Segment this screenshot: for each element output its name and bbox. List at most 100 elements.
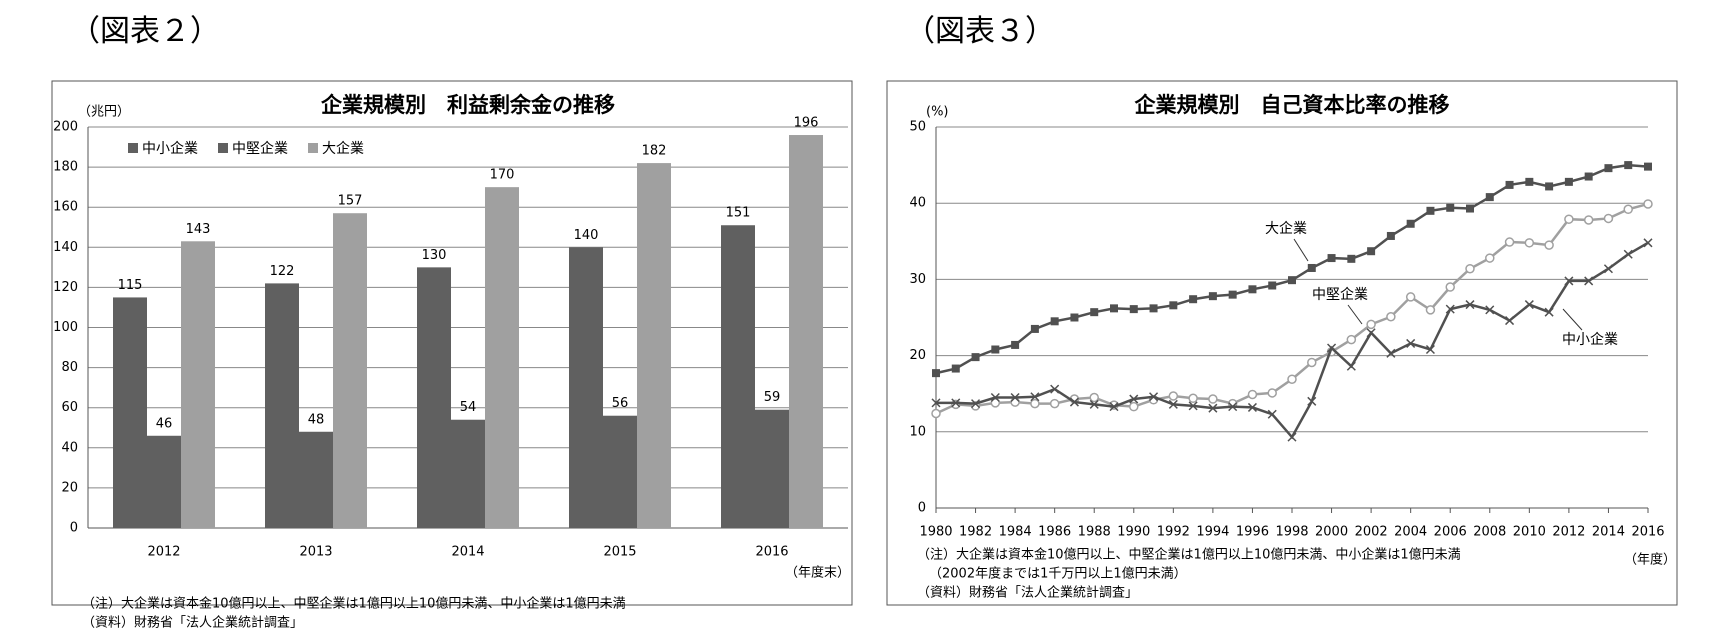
marker [1465,300,1475,310]
marker [1505,316,1515,326]
marker [1208,292,1217,301]
chart-frame [886,80,1678,606]
marker [1623,249,1633,259]
marker [1545,182,1554,191]
bar [147,435,181,528]
x-tick-label: 1984 [999,525,1032,540]
annotation-arrow [1562,308,1583,331]
marker [951,364,960,373]
bar [333,213,367,528]
marker [1168,391,1179,401]
marker [1050,384,1060,394]
marker [1110,304,1118,313]
bar [265,283,299,528]
legend-label: 大企業 [322,140,364,157]
x-tick-label: 2014 [1592,525,1625,540]
data-label: 46 [156,416,173,431]
marker [1643,238,1653,248]
y-tick-label: 40 [61,440,78,455]
marker [1544,240,1554,250]
series-line [936,241,1649,440]
x-tick-label: 1994 [1196,525,1229,540]
note: （資料）財務省「法人企業統計調査」 [82,615,303,631]
marker [1327,254,1336,263]
marker [1069,397,1079,407]
marker [1129,401,1139,412]
data-label: 143 [186,222,211,237]
marker [1050,317,1059,326]
x-tick-label: 1998 [1275,525,1308,540]
marker [1366,328,1376,338]
marker [1425,344,1435,355]
marker [1070,313,1079,322]
marker [1228,290,1237,299]
y-tick-label: 60 [61,400,78,415]
y-tick-label: 40 [909,196,926,211]
x-tick-label: 1982 [959,525,992,540]
bar [637,163,671,528]
legend-swatch [308,143,318,153]
y-tick-label: 20 [61,480,78,495]
marker [1603,264,1613,274]
marker [1267,388,1277,398]
annotation-arrow [1347,304,1363,325]
y-tick-label: 180 [53,160,78,175]
marker [1406,338,1416,348]
data-label: 54 [460,400,477,415]
marker [1544,307,1554,317]
marker [1524,300,1534,310]
x-tick-label: 2004 [1394,525,1427,540]
marker [1406,219,1415,228]
marker [1584,172,1593,181]
x-tick-label: 2012 [1552,525,1585,540]
marker [1307,396,1317,406]
marker [1030,392,1040,402]
x-tick-label: 2002 [1355,525,1388,540]
marker [1485,253,1495,263]
marker [1089,392,1099,403]
data-label: 170 [490,168,515,183]
note: （2002年度までは1千万円以上1億円未満） [929,566,1187,582]
x-tick-label: 2010 [1513,525,1546,540]
marker [1327,343,1337,353]
chart-title: 企業規模別 自己資本比率の推移 [1134,93,1450,117]
marker [1287,432,1297,442]
data-label: 140 [574,228,599,243]
marker [1129,305,1138,314]
marker [1564,276,1574,286]
note: （資料）財務省「法人企業統計調査」 [917,585,1138,601]
marker [1644,162,1652,171]
marker [1030,324,1039,333]
x-tick-label: 1992 [1157,525,1190,540]
bar [755,409,789,528]
marker [1425,305,1436,315]
x-tick-label: 1996 [1236,525,1269,540]
marker [1386,348,1396,358]
marker [1584,276,1594,286]
y-tick-label: 140 [53,240,78,255]
y-tick-label: 30 [909,272,926,287]
marker [1247,402,1257,412]
marker [1129,394,1139,404]
marker [1465,263,1475,274]
data-label: 59 [764,390,781,405]
marker [932,369,940,378]
x-tick-label: 1988 [1078,525,1111,540]
marker [1208,394,1218,404]
bar [181,241,215,528]
marker [1643,199,1653,209]
y-tick-label: 50 [909,120,926,135]
data-label: 182 [642,144,667,159]
marker [1485,193,1494,202]
x-tick-label: 1980 [919,525,952,540]
marker [951,398,961,408]
x-tick-label: 2008 [1473,525,1506,540]
x-tick-label: 1990 [1117,525,1150,540]
marker [1524,238,1535,248]
marker [1386,231,1395,240]
bar [603,415,637,528]
marker [1149,304,1158,313]
marker [1426,206,1435,215]
marker [1090,308,1099,317]
